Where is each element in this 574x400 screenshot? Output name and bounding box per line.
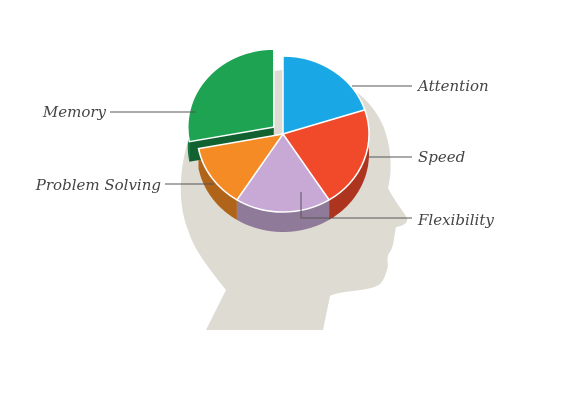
label-problem-solving: Problem Solving (35, 176, 161, 194)
pie-slices (187, 48, 370, 213)
label-flexibility: Flexibility (417, 211, 494, 229)
slice-side-problem-solving (198, 148, 237, 220)
leader-line-flexibility (300, 192, 412, 219)
slice-flexibility (235, 132, 331, 213)
slice-speed (281, 108, 370, 201)
slice-side-flexibility (236, 199, 330, 232)
slice-labels: Attention Speed Flexibility Problem Solving… (35, 77, 495, 229)
slice-problem-solving (197, 132, 285, 201)
slice-attention (282, 55, 366, 136)
label-speed: Speed (418, 148, 465, 166)
label-memory: Memory (42, 103, 107, 121)
slice-memory (187, 48, 275, 143)
label-attention: Attention (416, 77, 489, 95)
